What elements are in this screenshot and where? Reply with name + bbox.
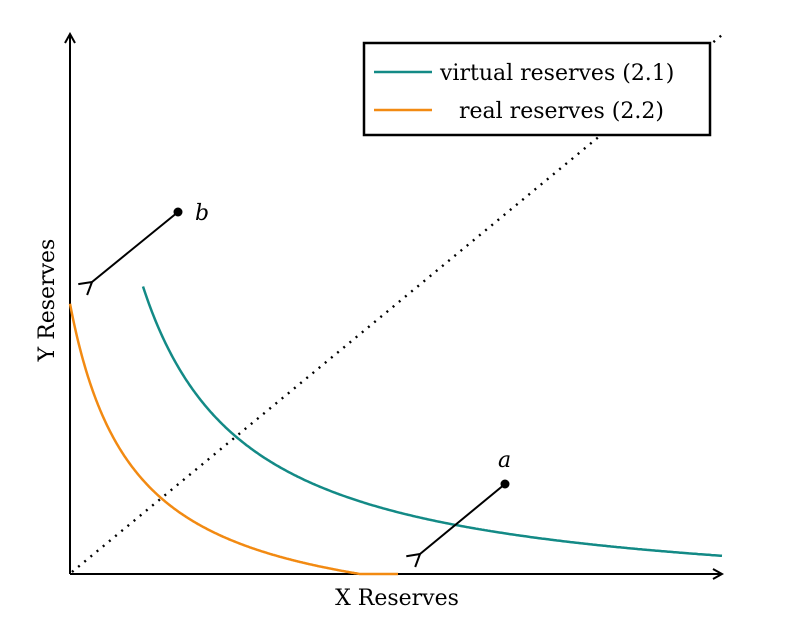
point-a-label: a (498, 448, 511, 473)
legend-real-label: real reserves (2.2) (459, 99, 664, 124)
point-b-label: b (195, 201, 209, 226)
arrow-from-a (406, 483, 506, 568)
legend-virtual-label: virtual reserves (2.1) (439, 61, 674, 86)
legend: virtual reserves (2.1) real reserves (2.… (362, 41, 712, 137)
point-a (500, 479, 510, 489)
real-reserves-curve (68, 303, 398, 576)
virtual-reserves-curve (141, 286, 723, 558)
arrow-from-b (78, 211, 179, 296)
y-axis-label: Y Reserves (35, 239, 60, 363)
legend-box (362, 41, 712, 137)
point-b (173, 207, 183, 217)
x-axis-label: X Reserves (335, 586, 459, 611)
